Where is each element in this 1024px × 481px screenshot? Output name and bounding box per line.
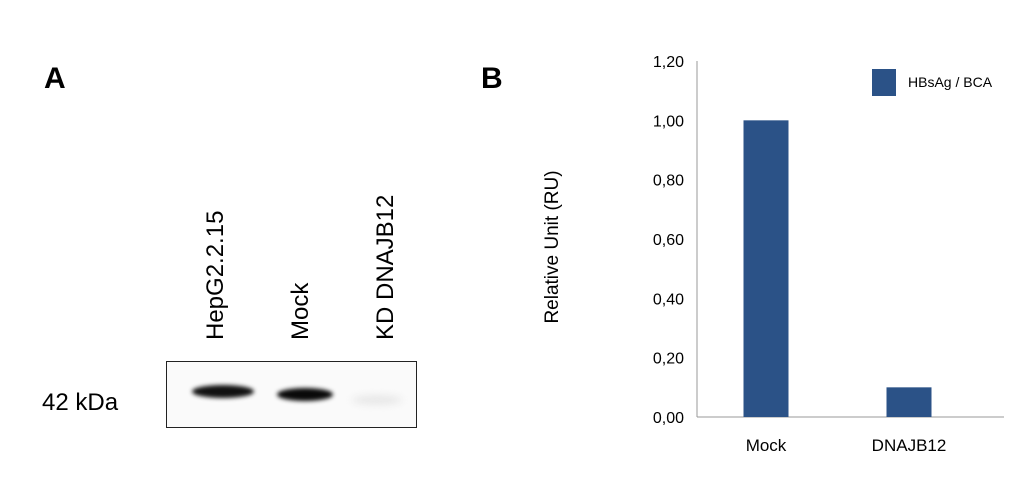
y-tick-label: 1,00: [653, 113, 684, 130]
legend-swatch: [872, 69, 896, 96]
western-blot-image: [166, 361, 417, 428]
bar-dnajb12: [886, 387, 932, 417]
y-axis-label: Relative Unit (RU): [542, 170, 563, 323]
bar-mock: [743, 120, 789, 417]
panel-b-label: B: [481, 62, 503, 95]
blot-band-mock: [277, 388, 333, 401]
blot-band-hepg2: [192, 385, 254, 398]
y-tick-label: 0,60: [653, 232, 684, 249]
lane-label-hepg2: HepG2.2.15: [202, 210, 229, 340]
lane-label-kd-dnajb12: KD DNAJB12: [372, 194, 399, 340]
y-tick-label: 0,20: [653, 351, 684, 368]
x-tick-label: Mock: [746, 436, 787, 455]
x-tick-label: DNAJB12: [872, 436, 947, 455]
y-tick-label: 1,20: [653, 54, 684, 71]
y-tick-label: 0,00: [653, 410, 684, 427]
molecular-weight-label: 42 kDa: [42, 389, 119, 416]
y-tick-label: 0,80: [653, 173, 684, 190]
legend-label: HBsAg / BCA: [908, 74, 993, 90]
bar-chart: 0,00 0,20 0,40 0,60 0,80 1,00 1,20 Relative Uni…: [542, 54, 1004, 455]
panel-a-label: A: [44, 62, 66, 95]
blot-band-kd-dnajb12: [352, 396, 402, 404]
y-tick-label: 0,40: [653, 291, 684, 308]
lane-label-mock: Mock: [287, 282, 314, 340]
